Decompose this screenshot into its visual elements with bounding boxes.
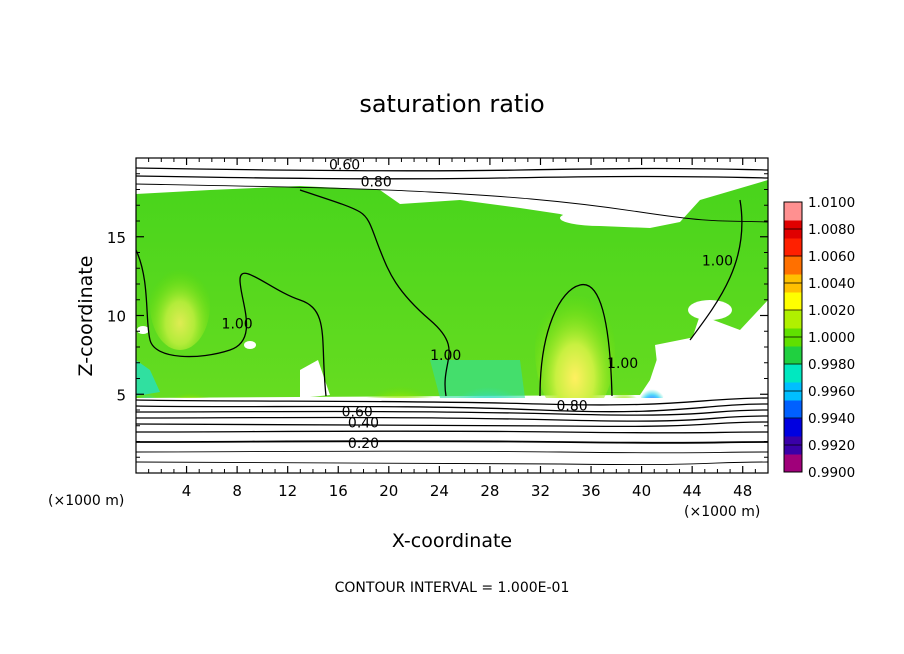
contour-lines xyxy=(136,167,768,466)
colorbar-label: 1.0000 xyxy=(808,330,855,346)
colorbar-swatch xyxy=(784,346,802,365)
y-tick-label: 15 xyxy=(107,229,126,247)
colorbar-swatch xyxy=(784,364,802,383)
colorbar-swatch xyxy=(784,202,802,221)
contour-label: 1.00 xyxy=(222,316,253,332)
white-patch xyxy=(655,338,768,400)
x-tick-label: 32 xyxy=(531,482,550,500)
colorbar-label: 0.9900 xyxy=(808,465,855,481)
contour-labels: 0.600.801.001.001.00 1.000.800.600.400.20 xyxy=(222,157,733,452)
white-patch xyxy=(137,326,149,334)
colorbar: 1.0100 1.0080 1.0060 1.0040 1.0020 1.0000 0.99… xyxy=(783,195,855,481)
colorbar-label: 1.0100 xyxy=(808,195,855,211)
colorbar-label: 1.0020 xyxy=(808,303,855,319)
x-tick-label: 44 xyxy=(683,482,702,500)
x-unit-right: (×1000 m) xyxy=(684,504,760,520)
plot-area xyxy=(136,158,768,473)
colorbar-swatch xyxy=(784,454,802,473)
contour-label: 0.80 xyxy=(361,175,392,191)
plume-yellow xyxy=(150,260,210,350)
x-axis-label: X-coordinate xyxy=(392,530,512,552)
white-patch xyxy=(688,300,732,320)
contour-label: 0.20 xyxy=(348,436,379,452)
contour-label: 1.00 xyxy=(607,356,638,372)
x-tick-label: 48 xyxy=(733,482,752,500)
plume-yellow xyxy=(535,280,615,420)
x-tick-label: 40 xyxy=(632,482,651,500)
x-tick-label: 24 xyxy=(430,482,449,500)
contour-label: 1.00 xyxy=(430,348,461,364)
contour-label: 1.00 xyxy=(702,253,733,269)
white-patch xyxy=(244,341,256,349)
contour-label: 0.60 xyxy=(329,157,360,173)
colorbar-swatch xyxy=(784,418,802,437)
contour-label: 0.60 xyxy=(342,405,373,421)
x-axis: 4 8 12 16 20 24 28 32 36 40 44 48 xyxy=(148,158,756,500)
colorbar-swatch xyxy=(784,400,802,419)
x-tick-label: 4 xyxy=(182,482,192,500)
x-tick-label: 12 xyxy=(278,482,297,500)
colorbar-label: 1.0080 xyxy=(808,222,855,238)
chart-title: saturation ratio xyxy=(359,90,544,118)
colorbar-label: 1.0040 xyxy=(808,276,855,292)
colorbar-label: 1.0060 xyxy=(808,249,855,265)
y-axis: 5 10 15 xyxy=(107,173,768,458)
colorbar-label: 0.9940 xyxy=(808,411,855,427)
x-tick-label: 28 xyxy=(480,482,499,500)
colorbar-swatch xyxy=(784,238,802,257)
y-axis-label: Z-coordinate xyxy=(75,256,97,377)
colorbar-swatch xyxy=(784,310,802,329)
x-unit-left: (×1000 m) xyxy=(48,493,124,509)
x-tick-label: 36 xyxy=(581,482,600,500)
colorbar-swatch xyxy=(784,256,802,275)
y-tick-label: 10 xyxy=(107,308,126,326)
contour-interval-note: CONTOUR INTERVAL = 1.000E-01 xyxy=(335,580,570,596)
x-tick-label: 16 xyxy=(329,482,348,500)
colorbar-label: 0.9960 xyxy=(808,384,855,400)
white-patch xyxy=(560,210,640,226)
y-tick-label: 5 xyxy=(116,386,126,404)
x-tick-label: 8 xyxy=(232,482,242,500)
colorbar-swatch xyxy=(784,292,802,311)
contour-label: 0.40 xyxy=(348,416,379,432)
colorbar-label: 0.9920 xyxy=(808,438,855,454)
colorbar-label: 0.9980 xyxy=(808,357,855,373)
x-tick-label: 20 xyxy=(379,482,398,500)
white-patch xyxy=(300,360,330,398)
contour-label: 0.80 xyxy=(556,398,587,414)
